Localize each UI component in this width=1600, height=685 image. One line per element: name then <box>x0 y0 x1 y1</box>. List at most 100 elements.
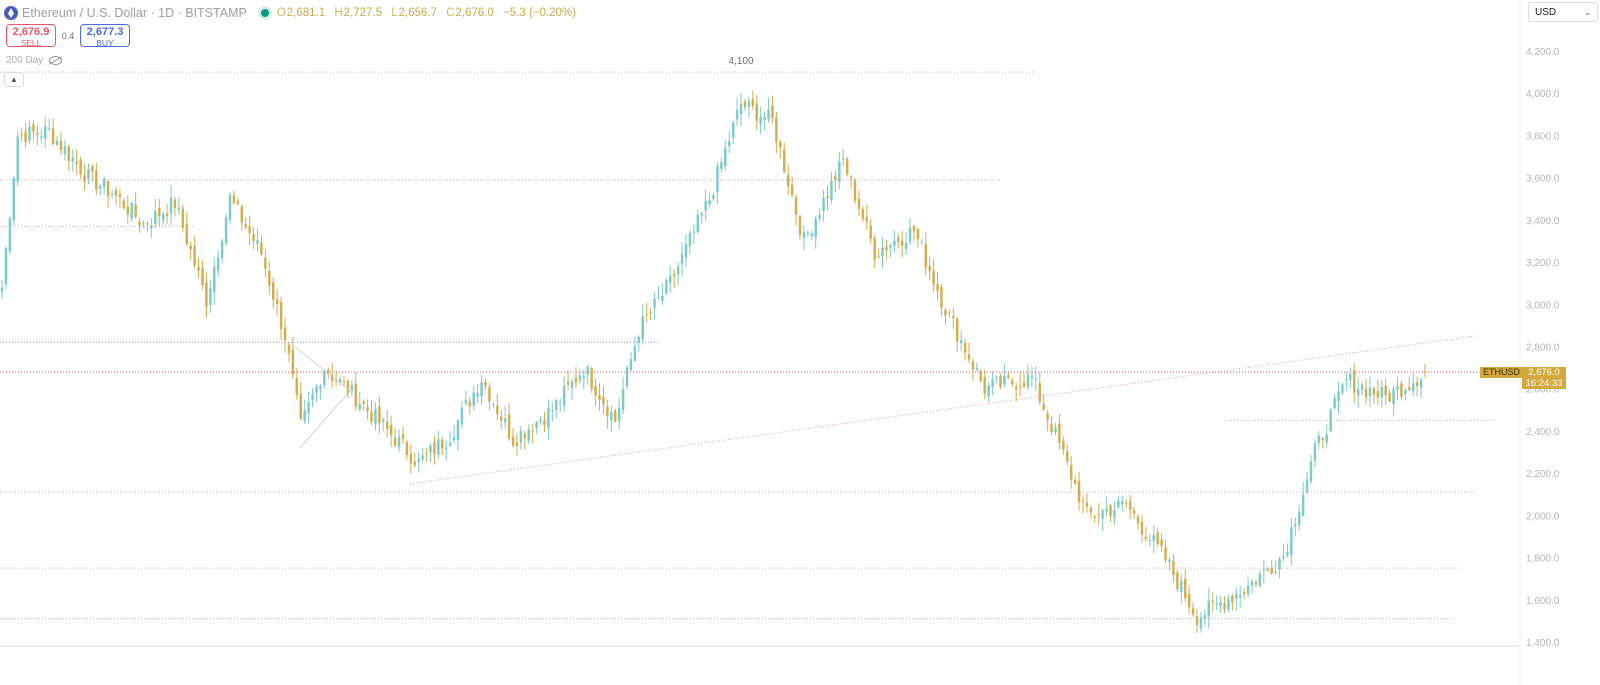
candle-body[interactable] <box>708 199 711 205</box>
candle-body[interactable] <box>1329 409 1332 431</box>
candle-body[interactable] <box>893 240 896 246</box>
candle-body[interactable] <box>279 302 283 330</box>
indicator-legend[interactable]: 200 Day <box>6 55 63 66</box>
candle-body[interactable] <box>417 458 420 463</box>
candle-body[interactable] <box>1101 510 1104 519</box>
candle-body[interactable] <box>574 377 578 383</box>
candle-body[interactable] <box>1109 505 1112 517</box>
candle-body[interactable] <box>1058 423 1061 443</box>
candle-body[interactable] <box>688 233 692 247</box>
candle-body[interactable] <box>696 214 699 232</box>
candle-body[interactable] <box>134 204 137 218</box>
candle-body[interactable] <box>20 133 23 135</box>
candle-body[interactable] <box>232 195 236 203</box>
candle-body[interactable] <box>869 225 872 239</box>
candle-body[interactable] <box>771 105 774 118</box>
candle-body[interactable] <box>873 238 876 260</box>
candle-body[interactable] <box>1411 383 1415 392</box>
candle-body[interactable] <box>897 237 900 243</box>
candle-body[interactable] <box>794 197 798 215</box>
candle-body[interactable] <box>40 136 43 138</box>
candle-body[interactable] <box>283 327 287 341</box>
candle-body[interactable] <box>1113 510 1116 518</box>
candle-body[interactable] <box>118 194 122 198</box>
candle-body[interactable] <box>319 386 322 390</box>
candle-body[interactable] <box>1136 516 1140 524</box>
candle-body[interactable] <box>830 180 833 201</box>
candle-body[interactable] <box>488 387 491 402</box>
candle-body[interactable] <box>429 445 432 453</box>
candle-body[interactable] <box>669 275 672 283</box>
candle-body[interactable] <box>1030 376 1034 379</box>
candle-body[interactable] <box>900 240 904 246</box>
candle-body[interactable] <box>323 370 326 386</box>
candle-body[interactable] <box>287 344 291 354</box>
candle-body[interactable] <box>476 393 479 397</box>
candle-body[interactable] <box>814 219 817 238</box>
candle-body[interactable] <box>629 359 633 371</box>
candle-body[interactable] <box>91 166 94 172</box>
candle-body[interactable] <box>268 271 271 286</box>
candle-body[interactable] <box>1290 527 1293 556</box>
candle-body[interactable] <box>1046 413 1049 420</box>
candle-body[interactable] <box>1073 480 1077 484</box>
candle-body[interactable] <box>95 170 98 190</box>
candle-body[interactable] <box>1286 551 1289 556</box>
candle-body[interactable] <box>1219 602 1222 607</box>
candle-body[interactable] <box>79 160 82 175</box>
candle-body[interactable] <box>562 385 566 406</box>
candle-body[interactable] <box>633 346 637 361</box>
candle-body[interactable] <box>853 180 857 201</box>
candle-body[interactable] <box>409 453 413 464</box>
candle-body[interactable] <box>1415 382 1419 386</box>
candle-body[interactable] <box>543 420 546 426</box>
candle-body[interactable] <box>1380 386 1383 398</box>
candle-body[interactable] <box>1132 510 1136 514</box>
candle-body[interactable] <box>28 126 31 141</box>
candle-body[interactable] <box>334 380 338 382</box>
candle-body[interactable] <box>582 375 585 378</box>
candle-body[interactable] <box>1337 391 1340 402</box>
candle-body[interactable] <box>59 140 63 151</box>
candle-body[interactable] <box>519 431 523 443</box>
candle-body[interactable] <box>87 169 90 179</box>
candle-body[interactable] <box>1042 404 1045 410</box>
candle-body[interactable] <box>700 213 703 216</box>
candle-body[interactable] <box>382 419 385 422</box>
candle-body[interactable] <box>720 162 723 169</box>
candle-body[interactable] <box>1388 393 1391 402</box>
candle-body[interactable] <box>586 366 589 375</box>
candle-body[interactable] <box>535 422 538 429</box>
candle-body[interactable] <box>480 382 483 396</box>
candle-body[interactable] <box>1156 532 1159 544</box>
candle-body[interactable] <box>1121 501 1124 505</box>
candle-body[interactable] <box>594 385 597 396</box>
candle-body[interactable] <box>448 443 452 446</box>
candle-body[interactable] <box>67 146 71 161</box>
candle-body[interactable] <box>657 297 660 299</box>
candle-body[interactable] <box>779 142 782 148</box>
candle-body[interactable] <box>138 221 141 226</box>
candle-body[interactable] <box>838 161 841 182</box>
candle-body[interactable] <box>959 339 963 344</box>
candle-body[interactable] <box>523 433 527 439</box>
candle-body[interactable] <box>857 198 861 210</box>
candle-body[interactable] <box>209 288 212 305</box>
candle-body[interactable] <box>36 132 39 135</box>
candle-body[interactable] <box>1333 397 1336 408</box>
candle-body[interactable] <box>865 216 869 222</box>
candle-body[interactable] <box>763 117 766 120</box>
candle-body[interactable] <box>1050 423 1053 433</box>
candle-body[interactable] <box>256 240 259 245</box>
candle-body[interactable] <box>1404 389 1407 395</box>
candle-body[interactable] <box>790 184 794 196</box>
candle-body[interactable] <box>983 376 986 394</box>
candle-body[interactable] <box>397 437 401 448</box>
candle-body[interactable] <box>1392 388 1395 405</box>
candle-body[interactable] <box>1215 603 1218 605</box>
candle-body[interactable] <box>177 207 181 210</box>
candle-body[interactable] <box>1274 571 1277 574</box>
candle-body[interactable] <box>932 270 935 285</box>
candle-body[interactable] <box>967 354 971 360</box>
candle-body[interactable] <box>460 407 464 425</box>
